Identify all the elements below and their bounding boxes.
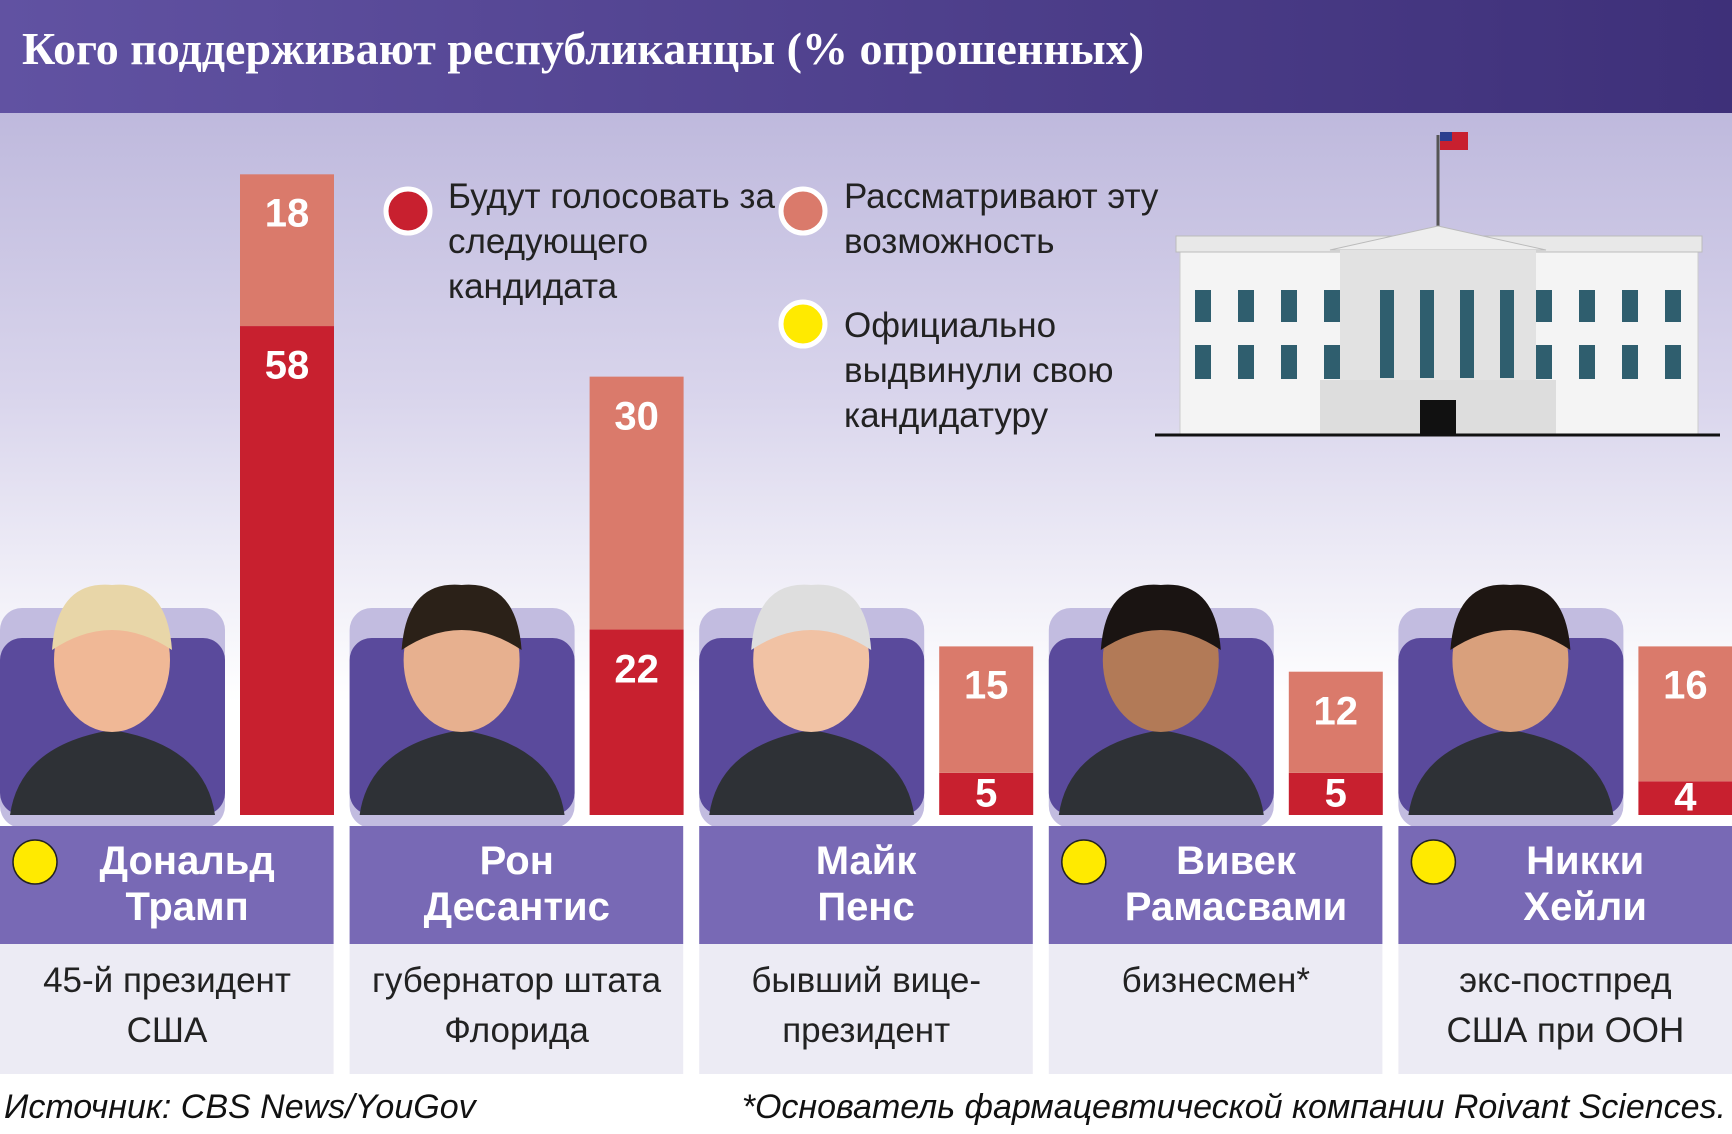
value-label: 30: [614, 394, 659, 439]
candidate-name: Рон Десантис: [423, 839, 610, 929]
person-hair: [401, 584, 522, 650]
person-hair: [751, 584, 872, 650]
bar-segment: [939, 772, 1034, 815]
value-label: 15: [963, 663, 1009, 708]
source: Источник: CBS News/YouGov: [4, 1088, 476, 1126]
candidate-description: экс-постпред США при ООН: [1446, 961, 1685, 1050]
declared-marker: [1410, 839, 1457, 885]
bar-segment: [1638, 781, 1732, 815]
person-hair: [52, 584, 172, 650]
candidate-name: Вивек Рамасвами: [1124, 839, 1348, 929]
bar-segment: [1288, 671, 1383, 773]
legend-swatch: [778, 299, 828, 349]
declared-marker: [1061, 839, 1107, 885]
bar-segment: [1638, 646, 1732, 782]
candidate-description: 45-й президент США: [43, 961, 291, 1050]
legend-label: Будут голосовать за следующего кандидата: [448, 177, 775, 306]
value-label: 16: [1663, 663, 1708, 708]
person-body: [1058, 730, 1264, 815]
person-body: [10, 730, 215, 815]
name-panel: [699, 826, 1033, 944]
name-panel: [0, 826, 334, 944]
value-label: 5: [1324, 771, 1347, 816]
bar-segment: [240, 326, 334, 815]
person-body: [1408, 730, 1614, 815]
legend-swatch: [383, 186, 433, 236]
name-panel: [1398, 826, 1732, 944]
person-hair: [1100, 584, 1221, 650]
candidate-name: Дональд Трамп: [99, 839, 275, 929]
declared-marker: [12, 839, 58, 885]
value-label: 4: [1674, 775, 1697, 820]
legend-swatch: [778, 186, 828, 236]
candidate-description: бывший вице-президент: [751, 961, 981, 1050]
candidate-name: Никки Хейли: [1523, 839, 1647, 929]
bar-segment: [240, 174, 334, 327]
person-hair: [1450, 584, 1571, 650]
value-label: 5: [975, 771, 998, 816]
legend-label: Официально выдвинули свою кандидатуру: [844, 306, 1114, 435]
desc-panel: [349, 944, 684, 1074]
desc-panel: [1048, 944, 1383, 1074]
candidate-name: Майк Пенс: [815, 839, 917, 929]
desc-panel: [0, 944, 334, 1074]
white-house: [1155, 132, 1720, 437]
bar-segment: [939, 646, 1034, 773]
bar-segment: [1288, 772, 1383, 815]
title-bar: [0, 0, 1732, 113]
value-label: 22: [614, 647, 659, 692]
desc-panel: [1398, 944, 1732, 1074]
chart-title: Кого поддерживают республиканцы (% опрош…: [22, 23, 1145, 74]
desc-panel: [699, 944, 1033, 1074]
value-label: 58: [264, 343, 310, 388]
person-body: [359, 730, 565, 815]
value-label: 18: [264, 191, 310, 236]
value-label: 12: [1313, 689, 1359, 734]
candidate-description: губернатор штата Флорида: [372, 961, 662, 1050]
name-panel: [349, 826, 684, 944]
legend-label: Рассматривают эту возможность: [844, 177, 1159, 261]
bar-segment: [589, 629, 684, 815]
bar-segment: [589, 376, 684, 630]
person-body: [709, 730, 915, 815]
candidate-description: бизнесмен*: [1121, 961, 1310, 1000]
name-panel: [1048, 826, 1383, 944]
footnote: *Основатель фармацевтической компании Ro…: [741, 1088, 1726, 1126]
